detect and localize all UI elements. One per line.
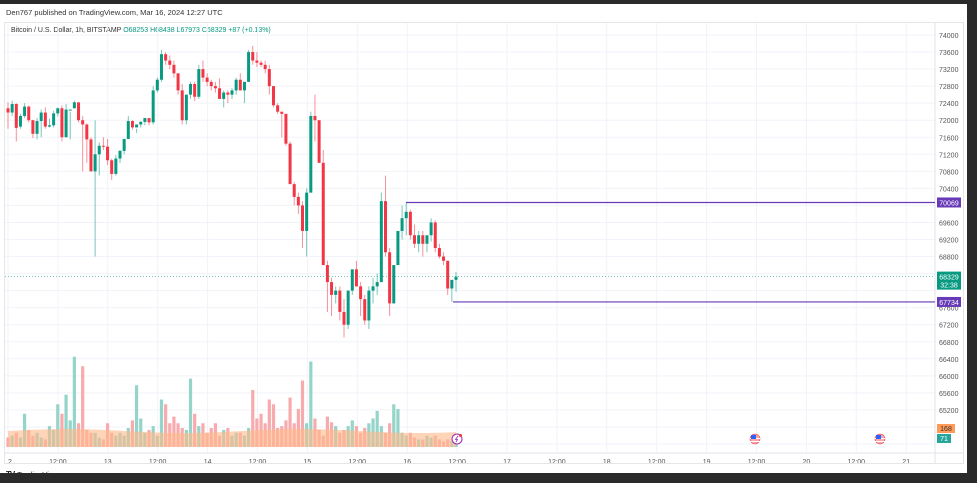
ohlc-open: O68253: [123, 27, 149, 34]
svg-text:66400: 66400: [939, 357, 959, 364]
svg-text:12:00: 12:00: [448, 459, 466, 463]
svg-text:73200: 73200: [939, 67, 959, 74]
svg-text:66000: 66000: [939, 374, 959, 381]
svg-text:71200: 71200: [939, 152, 959, 159]
svg-text:13: 13: [104, 459, 112, 463]
svg-text:74000: 74000: [939, 33, 959, 40]
snapshot-frame: Den767 published on TradingView.com, Mar…: [0, 4, 967, 479]
svg-text:12:00: 12:00: [349, 459, 367, 463]
svg-text:72400: 72400: [939, 101, 959, 108]
svg-text:168: 168: [940, 426, 952, 433]
svg-text:20: 20: [803, 459, 811, 463]
chart-pane[interactable]: Bitcoin / U.S. Dollar, 1h, BITSTAMP O682…: [4, 22, 964, 464]
top-strip: [0, 0, 977, 4]
svg-text:66800: 66800: [939, 340, 959, 347]
svg-text:69200: 69200: [939, 238, 959, 245]
symbol-title: Bitcoin / U.S. Dollar, 1h, BITSTAMP: [11, 27, 122, 34]
svg-text:12:00: 12:00: [748, 459, 766, 463]
candlestick-chart[interactable]: 74000 73600 73200 72800 72400 72000 71600 71200…: [5, 23, 963, 463]
ohlc-close: C68329: [201, 27, 227, 34]
ohlc-high: H68438: [150, 27, 175, 34]
svg-text:67734: 67734: [939, 300, 959, 307]
svg-text:12:00: 12:00: [848, 459, 866, 463]
svg-text:32:38: 32:38: [940, 283, 958, 290]
published-caption: Den767 published on TradingView.com, Mar…: [6, 8, 223, 17]
svg-text:2: 2: [8, 459, 12, 463]
svg-text:70800: 70800: [939, 169, 959, 176]
bottom-border: [0, 473, 977, 483]
svg-text:72000: 72000: [939, 118, 959, 125]
svg-text:65600: 65600: [939, 391, 959, 398]
svg-text:73600: 73600: [939, 50, 959, 57]
right-border: [967, 0, 977, 483]
svg-text:71: 71: [940, 436, 948, 443]
svg-text:18: 18: [603, 459, 611, 463]
svg-text:67600: 67600: [939, 306, 959, 313]
svg-text:72800: 72800: [939, 84, 959, 91]
svg-text:21: 21: [902, 459, 910, 463]
svg-text:68329: 68329: [939, 275, 959, 282]
symbol-legend: Bitcoin / U.S. Dollar, 1h, BITSTAMP O682…: [11, 27, 271, 34]
ohlc-change: +87 (+0.13%): [228, 27, 271, 34]
svg-text:19: 19: [703, 459, 711, 463]
svg-text:12:00: 12:00: [548, 459, 566, 463]
svg-text:70069: 70069: [939, 200, 959, 207]
svg-text:12:00: 12:00: [648, 459, 666, 463]
svg-text:12:00: 12:00: [149, 459, 167, 463]
svg-text:16: 16: [403, 459, 411, 463]
ohlc-low: L67973: [176, 27, 200, 34]
svg-text:12:00: 12:00: [49, 459, 67, 463]
svg-text:69600: 69600: [939, 220, 959, 227]
svg-text:12:00: 12:00: [249, 459, 267, 463]
svg-text:17: 17: [503, 459, 511, 463]
svg-text:15: 15: [304, 459, 312, 463]
svg-text:71600: 71600: [939, 135, 959, 142]
svg-text:14: 14: [204, 459, 212, 463]
svg-text:67200: 67200: [939, 323, 959, 330]
svg-text:68800: 68800: [939, 255, 959, 262]
svg-text:70400: 70400: [939, 186, 959, 193]
svg-text:65200: 65200: [939, 408, 959, 415]
